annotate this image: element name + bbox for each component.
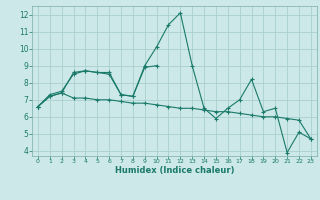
X-axis label: Humidex (Indice chaleur): Humidex (Indice chaleur) — [115, 166, 234, 175]
